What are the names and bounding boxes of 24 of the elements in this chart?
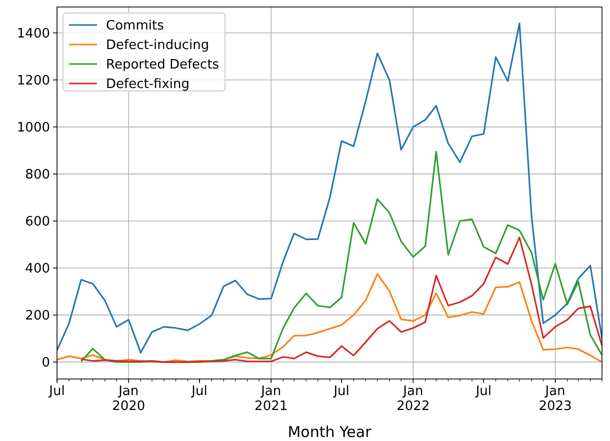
legend-label: Defect-inducing bbox=[106, 38, 210, 54]
x-tick-label: Jan 2023 bbox=[538, 384, 572, 414]
y-tick-label: 1400 bbox=[16, 26, 50, 42]
x-tick-label: Jul bbox=[332, 384, 350, 399]
x-tick-label: Jan 2021 bbox=[254, 384, 288, 414]
x-tick-label: Jul bbox=[190, 384, 208, 399]
legend-label: Reported Defects bbox=[106, 58, 220, 73]
x-tick-label: Jul bbox=[48, 384, 65, 399]
y-tick-label: 1000 bbox=[16, 120, 50, 136]
y-tick-label: 600 bbox=[25, 214, 50, 230]
y-tick-label: 800 bbox=[25, 168, 50, 183]
x-axis-title: Month Year bbox=[288, 423, 372, 441]
x-tick-label: Jan 2022 bbox=[396, 384, 430, 414]
line-series bbox=[80, 236, 602, 363]
line-series bbox=[57, 273, 602, 363]
y-tick-label: 0 bbox=[42, 356, 50, 371]
x-tick-label: Jan 2020 bbox=[112, 384, 146, 414]
x-tick-label: Jul bbox=[474, 384, 492, 399]
legend-label: Commits bbox=[106, 18, 164, 34]
y-tick-label: 400 bbox=[25, 262, 50, 277]
legend-label: Defect-fixing bbox=[106, 77, 190, 92]
y-tick-label: 1200 bbox=[16, 73, 50, 88]
line-series bbox=[80, 150, 602, 363]
y-tick-label: 200 bbox=[25, 308, 50, 324]
